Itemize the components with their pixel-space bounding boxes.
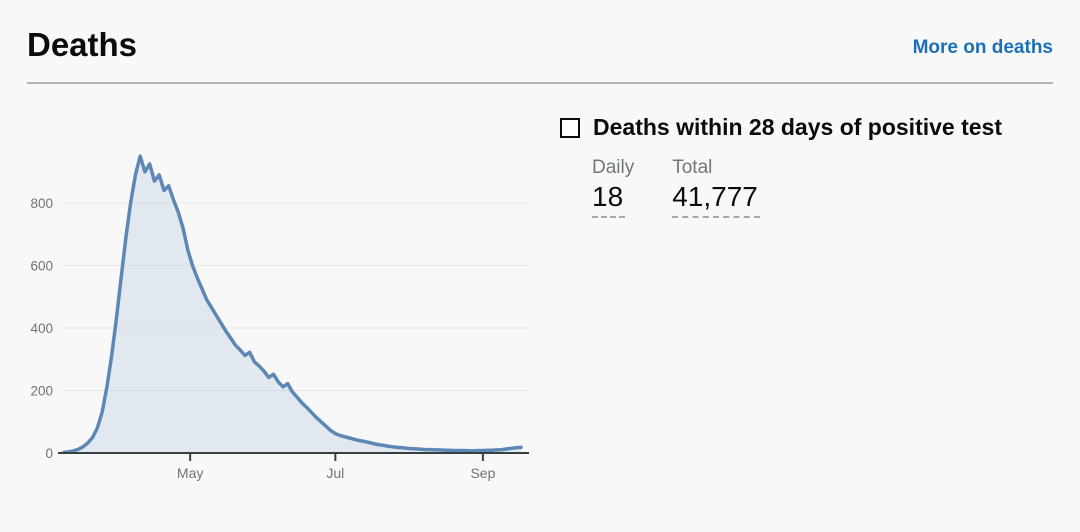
metric-daily: Daily 18 xyxy=(592,157,635,219)
svg-text:Sep: Sep xyxy=(470,465,495,481)
metric-daily-label: Daily xyxy=(592,157,635,178)
metric-daily-value: 18 xyxy=(592,182,626,219)
metric-total-value: 41,777 xyxy=(672,182,760,219)
y-gridlines xyxy=(60,202,528,391)
section-divider xyxy=(27,82,1053,84)
chart-container: 0 200 400 600 800 May Jul Sep xyxy=(0,95,545,500)
metric-total-label: Total xyxy=(672,157,713,178)
svg-text:Jul: Jul xyxy=(326,465,344,481)
svg-text:May: May xyxy=(177,465,203,481)
legend-title: Deaths within 28 days of positive test xyxy=(593,114,1002,140)
x-axis-ticks xyxy=(189,454,484,461)
legend-swatch-icon xyxy=(560,117,580,138)
headline-metrics: Daily 18 Total 41,777 xyxy=(592,157,760,219)
svg-text:0: 0 xyxy=(45,446,53,461)
svg-text:200: 200 xyxy=(30,384,53,399)
metric-total: Total 41,777 xyxy=(672,157,760,219)
y-axis-labels: 0 200 400 600 800 xyxy=(30,196,53,461)
legend-item-deaths[interactable]: Deaths within 28 days of positive test xyxy=(560,114,1002,141)
area-fill xyxy=(64,156,521,453)
deaths-chart: 0 200 400 600 800 May Jul Sep xyxy=(30,154,529,481)
x-axis-labels: May Jul Sep xyxy=(177,465,496,481)
svg-text:400: 400 xyxy=(30,321,53,336)
more-on-deaths-link[interactable]: More on deaths xyxy=(912,37,1053,58)
svg-text:800: 800 xyxy=(30,196,53,211)
page-title: Deaths xyxy=(27,26,138,63)
svg-text:600: 600 xyxy=(30,259,53,274)
trend-line xyxy=(62,154,523,455)
